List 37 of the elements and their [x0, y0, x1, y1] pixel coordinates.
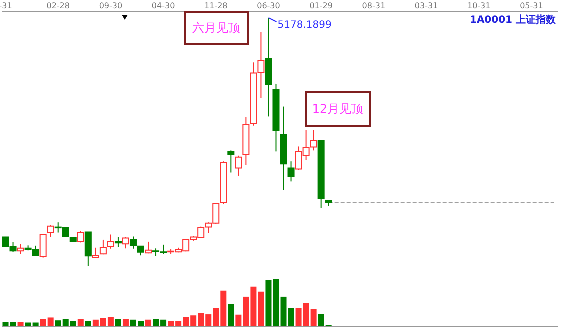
candlestick	[288, 161, 295, 182]
bar	[18, 322, 24, 326]
candlestick	[84, 232, 92, 266]
candlestick	[92, 247, 100, 259]
x-tick-label: 01-29	[310, 2, 333, 10]
bar	[146, 320, 152, 326]
x-tick-label: 08-31	[362, 2, 386, 10]
candlestick	[100, 239, 107, 256]
candlestick	[17, 244, 24, 255]
bar	[115, 319, 122, 326]
bar	[228, 304, 234, 326]
bar	[122, 319, 129, 326]
chart-title: 1A0001 上证指数	[470, 14, 557, 26]
candlestick	[107, 234, 114, 250]
x-tick-label: 02-28	[46, 2, 70, 10]
candlestick	[47, 224, 54, 238]
x-tick-label: 10-31	[467, 2, 491, 10]
x-tick-label: -31	[0, 2, 12, 10]
bar	[85, 321, 92, 326]
annotation: 5178.1899	[278, 20, 332, 31]
x-tick-label: 05-31	[520, 2, 544, 10]
bar	[78, 319, 84, 326]
x-tick-label: 03-31	[414, 2, 438, 10]
x-tick-label: 11-28	[204, 2, 228, 10]
annotation: 六月见顶	[192, 21, 240, 35]
candlestick	[130, 236, 137, 250]
candlestick	[77, 230, 84, 244]
candlestick	[122, 236, 130, 250]
x-tick-label: 09-30	[99, 2, 123, 10]
candlestick	[40, 234, 47, 258]
candlestick	[137, 246, 145, 256]
candlestick	[114, 236, 122, 248]
x-tick-label: 04-30	[152, 2, 176, 10]
x-tick-label: 06-30	[257, 2, 280, 10]
annotation: 12月见顶	[312, 102, 364, 116]
candlestick	[235, 155, 242, 176]
candlestick	[228, 150, 235, 174]
